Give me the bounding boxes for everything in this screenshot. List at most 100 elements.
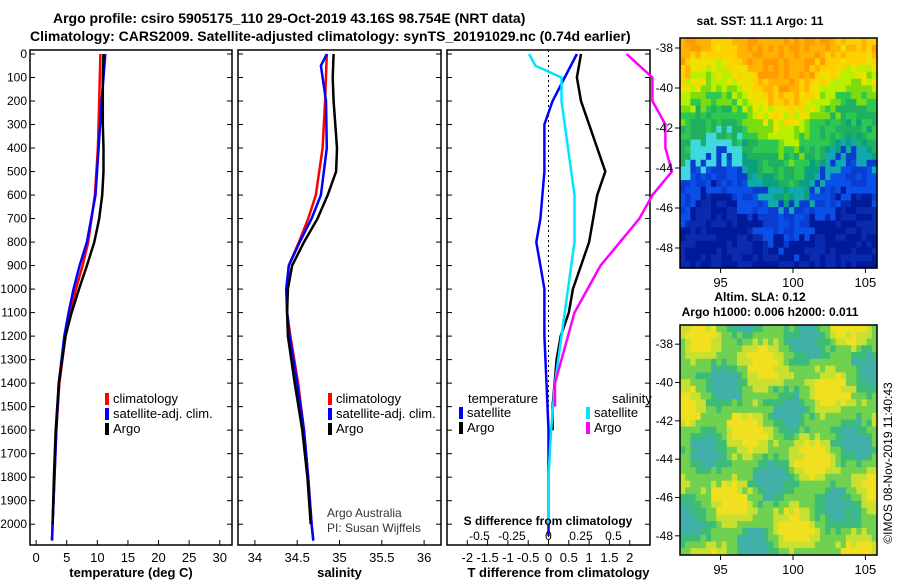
map-cell xyxy=(835,200,842,208)
map-cell xyxy=(716,325,723,333)
map-cell xyxy=(866,385,873,394)
map-cell xyxy=(825,345,831,353)
map-cell xyxy=(788,132,795,141)
map-cell xyxy=(768,105,774,113)
map-cell xyxy=(851,132,857,141)
map-cell xyxy=(866,58,873,66)
map-cell xyxy=(711,65,717,73)
map-cell xyxy=(716,406,723,414)
map-cell xyxy=(700,527,707,536)
map-cell xyxy=(840,500,847,509)
map-cell xyxy=(695,521,702,529)
map-cell xyxy=(695,419,702,428)
map-cell xyxy=(830,406,837,414)
map-cell xyxy=(685,358,691,367)
map-cell xyxy=(757,419,764,428)
map-cell xyxy=(845,207,852,215)
map-cell xyxy=(695,440,702,448)
map-cell xyxy=(721,153,728,161)
map-cell xyxy=(680,240,686,249)
map-cell xyxy=(778,358,785,367)
map-cell xyxy=(695,500,702,509)
map-cell xyxy=(794,247,800,256)
map-cell xyxy=(814,487,821,495)
map-cell xyxy=(794,234,800,242)
map-cell xyxy=(809,453,816,461)
map-cell xyxy=(695,527,702,536)
map-cell xyxy=(825,379,831,387)
map-cell xyxy=(830,78,837,86)
map-cell xyxy=(814,473,821,482)
map-cell xyxy=(830,65,837,73)
map-cell xyxy=(835,440,842,448)
map-cell xyxy=(737,119,743,127)
map-cell xyxy=(861,105,868,113)
map-cell xyxy=(856,220,863,228)
map-cell xyxy=(783,419,790,428)
map-cell xyxy=(737,325,743,333)
map-cell xyxy=(778,44,785,53)
map-cell xyxy=(731,65,738,73)
map-cell xyxy=(757,385,764,394)
map-cell xyxy=(742,200,748,208)
map-ytick-label-sst_map-5: -48 xyxy=(656,241,674,255)
map-cell xyxy=(768,345,774,353)
map-cell xyxy=(856,200,863,208)
map-cell xyxy=(716,507,723,515)
map-cell xyxy=(825,58,831,66)
map-cell xyxy=(871,71,878,80)
map-cell xyxy=(851,548,857,556)
map-cell xyxy=(726,193,733,201)
map-cell xyxy=(804,345,811,353)
map-cell xyxy=(820,200,826,208)
map-cell xyxy=(866,514,873,522)
map-cell xyxy=(871,419,878,428)
map-cell xyxy=(768,406,774,414)
map-cell xyxy=(747,365,754,373)
map-cell xyxy=(690,132,697,141)
map-cell xyxy=(747,166,754,174)
map-cell xyxy=(778,78,785,86)
map-cell xyxy=(695,227,702,235)
map-cell xyxy=(680,338,686,346)
map-cell xyxy=(856,352,863,360)
diff-s-axis-label: S difference from climatology xyxy=(464,514,633,528)
map-cell xyxy=(773,487,780,495)
map-cell xyxy=(788,372,795,380)
map-cell xyxy=(825,358,831,367)
map-cell xyxy=(794,38,800,46)
map-cell xyxy=(716,78,723,86)
map-cell xyxy=(762,132,769,141)
series-salinity-satellite-adj-clim- xyxy=(284,53,329,541)
map-cell xyxy=(851,419,857,428)
map-cell xyxy=(851,125,857,134)
series-differences-t-argo xyxy=(551,53,607,431)
map-cell xyxy=(700,254,707,262)
map-cell xyxy=(788,240,795,249)
map-cell xyxy=(747,514,754,522)
map-cell xyxy=(700,453,707,461)
map-cell xyxy=(752,534,759,543)
map-cell xyxy=(705,325,712,333)
map-cell xyxy=(737,338,743,346)
map-cell xyxy=(742,125,748,134)
map-cell xyxy=(680,254,686,262)
map-cell xyxy=(700,392,707,400)
map-cell xyxy=(773,71,780,80)
map-cell xyxy=(716,105,723,113)
map-cell xyxy=(820,58,826,66)
map-cell xyxy=(762,480,769,488)
map-cell xyxy=(861,247,868,256)
map-cell xyxy=(835,234,842,242)
map-cell xyxy=(788,153,795,161)
map-cell xyxy=(762,331,769,340)
map-cell xyxy=(814,38,821,46)
map-cell xyxy=(861,352,868,360)
map-cell xyxy=(752,200,759,208)
map-cell xyxy=(799,227,805,235)
map-cell xyxy=(757,112,764,120)
map-cell xyxy=(695,159,702,168)
map-cell xyxy=(794,146,800,154)
map-cell xyxy=(690,331,697,340)
map-cell xyxy=(747,507,754,515)
